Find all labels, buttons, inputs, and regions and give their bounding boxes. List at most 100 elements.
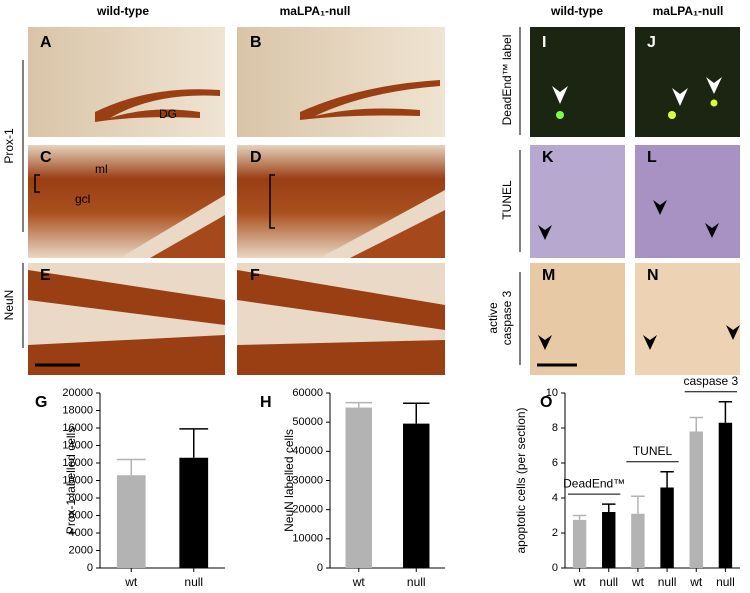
micrograph	[635, 27, 740, 137]
panel-letter: D	[250, 149, 262, 166]
panel-letter: O	[540, 394, 552, 411]
y-tick-label: 6	[552, 457, 558, 469]
x-tick-label: wt	[689, 575, 703, 589]
stain	[300, 80, 440, 120]
y-tick-label: 0	[87, 562, 93, 574]
bar	[631, 513, 645, 568]
y-tick-label: 4	[552, 492, 558, 504]
panel-letter: F	[250, 267, 260, 284]
panel-letter: K	[542, 149, 554, 166]
micrographs	[22, 27, 740, 375]
row-label: NeuN	[2, 290, 16, 321]
x-tick-label: null	[599, 575, 618, 589]
group-label: DeadEnd™	[563, 476, 625, 490]
y-tick-label: 40000	[292, 445, 323, 457]
y-tick-label: 8000	[69, 492, 93, 504]
y-tick-label: 2	[552, 527, 558, 539]
panel-letter: G	[35, 394, 47, 411]
micrograph	[635, 145, 740, 258]
x-tick-label: wt	[124, 575, 138, 589]
column-header: maLPA₁-null	[653, 4, 724, 18]
y-tick-label: 6000	[69, 509, 93, 521]
tissue	[350, 210, 445, 258]
panel-letter: C	[40, 149, 52, 166]
column-header: wild-type	[550, 4, 603, 18]
x-tick-label: wt	[573, 575, 587, 589]
y-tick-label: 12000	[62, 457, 93, 469]
y-tick-label: 14000	[62, 439, 93, 451]
x-tick-label: null	[658, 575, 677, 589]
annotation: DG	[159, 107, 177, 121]
panel-letter: N	[647, 267, 659, 284]
annotation: ml	[95, 162, 108, 176]
bar	[572, 519, 587, 568]
panel-letter: I	[542, 34, 546, 51]
arrowhead	[552, 86, 568, 104]
y-tick-label: 16000	[62, 422, 93, 434]
y-tick-label: 50000	[292, 416, 323, 428]
micrograph	[530, 27, 625, 137]
row-label: TUNEL	[500, 180, 514, 220]
x-tick-label: null	[184, 575, 203, 589]
tissue	[150, 215, 225, 258]
x-tick-label: null	[407, 575, 426, 589]
row-label: Prox-1	[2, 128, 16, 164]
bar	[718, 422, 733, 568]
x-tick-label: wt	[631, 575, 645, 589]
micrograph	[237, 27, 445, 137]
y-tick-label: 20000	[292, 504, 323, 516]
bar	[179, 457, 209, 568]
tissue	[237, 270, 445, 330]
panel-letter: L	[647, 149, 657, 166]
stain	[95, 89, 220, 122]
y-tick-label: 8	[552, 422, 558, 434]
panel-letter: A	[40, 34, 52, 51]
micrograph	[635, 263, 740, 375]
bar	[602, 512, 616, 568]
group-label: TUNEL	[633, 444, 673, 458]
cell	[710, 99, 718, 107]
column-header: maLPA₁-null	[280, 4, 351, 18]
y-tick-label: 20000	[62, 387, 93, 399]
x-tick-label: null	[716, 575, 735, 589]
bar	[689, 431, 703, 568]
y-tick-label: 4000	[69, 527, 93, 539]
cell	[668, 111, 676, 119]
micrograph	[28, 27, 225, 137]
column-header: wild-type	[96, 4, 149, 18]
row-label: DeadEnd™ label	[500, 35, 514, 126]
bar	[345, 407, 372, 568]
y-tick-label: 2000	[69, 544, 93, 556]
panel-letter: B	[250, 34, 262, 51]
bar	[116, 475, 146, 568]
micrograph	[530, 145, 625, 258]
group-label: caspase 3	[683, 374, 738, 388]
y-axis-label: Prox-1 labelled cells	[64, 427, 78, 534]
y-tick-label: 10000	[62, 474, 93, 486]
labels: wild-type maLPA₁-null wild-type maLPA₁-n…	[2, 4, 723, 345]
panel-letter: J	[647, 34, 656, 51]
tissue	[237, 340, 445, 375]
cell	[556, 111, 564, 119]
y-tick-label: 18000	[62, 404, 93, 416]
panel-letter: E	[40, 267, 51, 284]
panel-letter: M	[542, 267, 555, 284]
tissue	[28, 270, 225, 325]
micrograph	[530, 263, 625, 375]
y-tick-label: 30000	[292, 474, 323, 486]
y-axis-label: apoptotic cells (per section)	[514, 407, 528, 553]
y-tick-label: 0	[552, 562, 558, 574]
annotation: gcl	[75, 192, 90, 206]
bracket	[34, 174, 275, 229]
y-tick-label: 10	[546, 387, 558, 399]
x-tick-label: wt	[352, 575, 366, 589]
arrowhead	[672, 77, 722, 106]
bar	[403, 423, 430, 568]
y-tick-label: 10000	[292, 533, 323, 545]
row-label: active	[486, 302, 500, 334]
y-axis-label: NeuN labelled cells	[282, 429, 296, 532]
row-label: caspase 3	[500, 290, 514, 345]
y-tick-label: 0	[317, 562, 323, 574]
panel-letter: H	[260, 394, 272, 411]
